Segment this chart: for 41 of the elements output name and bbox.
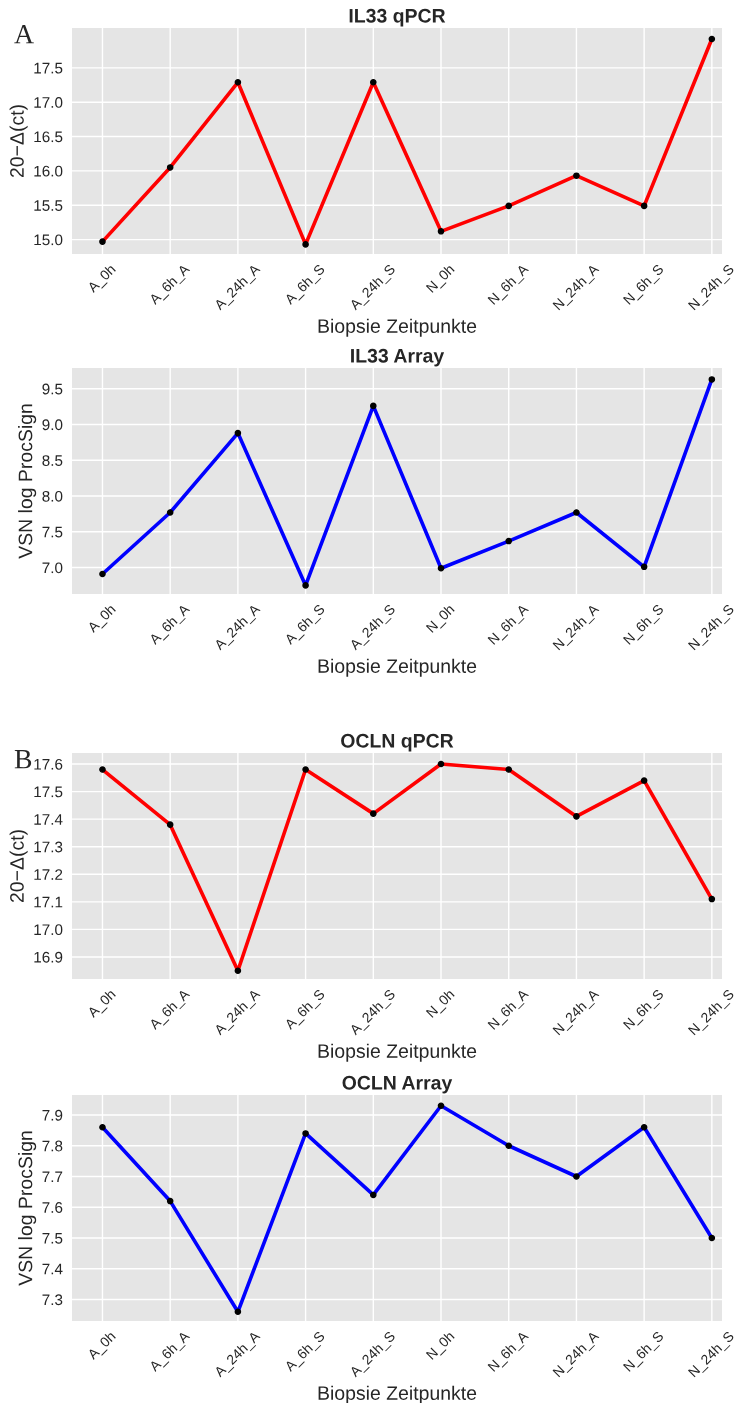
- y-tick-label: 9.5: [42, 383, 63, 395]
- x-axis-title: Biopsie Zeitpunkte: [318, 318, 477, 337]
- y-axis-title: VSN log ProcSign: [18, 404, 37, 559]
- x-axis-title: Biopsie Zeitpunkte: [318, 658, 477, 677]
- text: A: [14, 24, 34, 44]
- text: B: [14, 750, 32, 769]
- chart-title: IL33 Array: [351, 348, 445, 367]
- y-tick-label: 17.2: [34, 869, 63, 880]
- y-tick-label: 7.4: [42, 1263, 63, 1275]
- y-tick-label: 16.5: [34, 131, 63, 143]
- y-tick-label: 7.0: [42, 562, 63, 574]
- x-axis-title: Biopsie Zeitpunkte: [318, 1043, 477, 1062]
- y-tick-label: 17.6: [34, 758, 63, 770]
- y-tick-label: 7.7: [42, 1171, 63, 1183]
- chart-title: IL33 qPCR: [349, 8, 446, 27]
- y-tick-label: 17.4: [34, 814, 63, 825]
- y-tick-label: 7.5: [42, 1233, 63, 1244]
- y-tick-label: 15.5: [34, 200, 63, 211]
- chart-title: OCLN qPCR: [341, 733, 454, 752]
- y-tick-label: 17.5: [34, 62, 63, 74]
- y-axis-title: 20−Δ(ct): [9, 105, 28, 178]
- y-axis-title: VSN log ProcSign: [18, 1131, 37, 1286]
- y-tick-label: 7.8: [42, 1140, 63, 1152]
- y-tick-label: 7.6: [42, 1202, 63, 1213]
- y-tick-label: 7.3: [42, 1294, 63, 1306]
- y-axis-title: 20−Δ(ct): [9, 830, 28, 903]
- chart-title: OCLN Array: [342, 1075, 453, 1094]
- y-tick-label: 7.9: [42, 1109, 63, 1121]
- y-tick-label: 17.0: [34, 924, 63, 936]
- y-tick-label: 17.5: [34, 786, 63, 798]
- y-tick-label: 17.1: [34, 896, 63, 908]
- y-tick-label: 17.3: [34, 841, 63, 853]
- x-axis-title: Biopsie Zeitpunkte: [318, 1385, 477, 1403]
- y-tick-label: 16.0: [34, 165, 63, 177]
- y-tick-label: 16.9: [34, 951, 63, 963]
- y-tick-label: 8.5: [42, 455, 63, 466]
- y-tick-label: 7.5: [42, 526, 63, 538]
- y-tick-label: 9.0: [42, 419, 63, 431]
- y-tick-label: 17.0: [34, 97, 63, 108]
- y-tick-label: 8.0: [42, 490, 63, 502]
- y-tick-label: 15.0: [34, 234, 63, 246]
